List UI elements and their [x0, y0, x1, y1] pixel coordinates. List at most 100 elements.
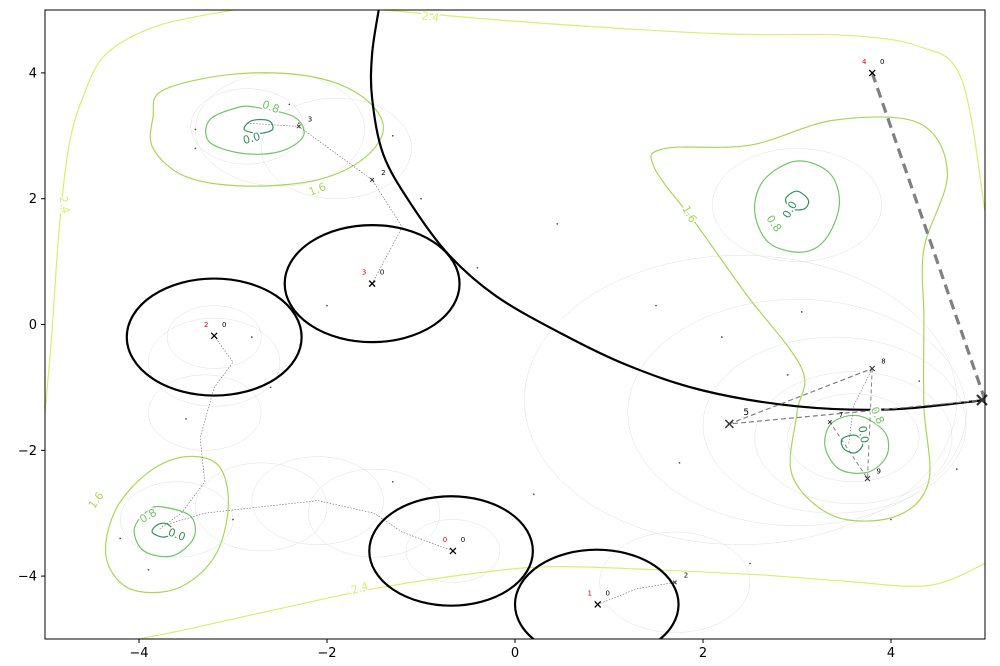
contour-line-inner	[753, 160, 841, 253]
agent-id-label: 4	[862, 58, 867, 66]
scatter-dot	[119, 537, 122, 540]
contour-label-inner: 0.8	[764, 213, 785, 235]
marker-stroke	[724, 419, 734, 429]
scatter-dot	[749, 562, 751, 565]
x-tick-label: 4	[887, 646, 895, 661]
marker-stroke	[369, 177, 375, 182]
contour-lines	[45, 10, 985, 639]
faint-circles	[119, 72, 967, 633]
marker-stroke	[864, 475, 871, 482]
dotted-path	[247, 122, 403, 284]
plot-area: 2.42.42.41.61.61.60.80.80.80.80.00.00.00…	[45, 8, 988, 639]
path-marker	[869, 365, 876, 372]
scatter-dot	[786, 373, 789, 376]
agent-count-label: 0	[880, 58, 884, 66]
contour-line-core	[151, 522, 175, 538]
scatter-dot	[326, 304, 328, 307]
contour-label-outer: 2.4	[56, 195, 72, 214]
contour-line-core	[784, 190, 810, 211]
path-marker	[724, 419, 734, 429]
path-marker-label: 7	[839, 411, 843, 419]
scatter-dots	[119, 103, 958, 571]
x-tick-label: 2	[699, 646, 707, 661]
scatter-dot	[890, 518, 892, 521]
faint-circle	[195, 462, 328, 552]
faint-circle	[251, 456, 384, 545]
axes: −4 −2 0 2 4 −4 −2 0 2 4	[18, 66, 895, 661]
marker-stroke	[869, 365, 876, 372]
marker-stroke	[296, 124, 301, 129]
agent-count-label: 0	[222, 321, 226, 329]
path-marker-label: 2	[684, 571, 688, 579]
contour-label-mid: 1.6	[86, 489, 107, 511]
faint-circle	[148, 317, 281, 407]
contour-label-core: 0.0	[166, 526, 187, 544]
scatter-dot	[269, 386, 272, 389]
path-marker	[864, 475, 871, 482]
x-tick-label: −2	[317, 646, 336, 661]
contour-label-outer: 2.4	[421, 9, 440, 24]
faint-circle	[119, 481, 234, 558]
y-tick-label: −2	[18, 444, 37, 459]
marker-stroke	[449, 547, 457, 555]
contour-label-inner: 0.8	[868, 405, 887, 426]
y-tick-label: 4	[29, 66, 37, 81]
scatter-dot	[185, 417, 187, 420]
contour-line-mid	[149, 72, 385, 187]
agent-count-label: 0	[380, 269, 384, 277]
obstacle-circle	[513, 548, 680, 639]
x-tick-label: −4	[129, 646, 148, 661]
scatter-dot	[476, 266, 479, 269]
plot-frame	[44, 9, 986, 640]
path-marker	[369, 177, 375, 182]
scatter-dot	[532, 493, 535, 496]
path-marker-label: 2	[381, 169, 385, 177]
scatter-dot	[194, 128, 197, 131]
faint-circle	[166, 305, 262, 369]
dotted-path	[848, 368, 873, 445]
boundary	[369, 10, 985, 411]
marker-stroke	[594, 600, 602, 608]
faint-circle	[190, 88, 304, 165]
path-marker-label: 9	[877, 468, 881, 476]
agent-count-label: 0	[605, 589, 609, 597]
x-tick-label: 0	[511, 646, 519, 661]
scatter-dot	[232, 518, 234, 521]
y-tick-label: 0	[29, 318, 37, 333]
dotted-path	[597, 582, 675, 605]
faint-circle	[627, 299, 967, 527]
faint-circle	[599, 531, 751, 633]
marker-stroke	[868, 69, 876, 77]
scatter-dot	[800, 311, 803, 313]
faint-circle	[754, 371, 953, 505]
scatter-dot	[655, 304, 657, 307]
contour-labels: 2.42.42.41.61.61.60.80.80.80.80.00.00.00…	[55, 8, 889, 599]
agent-marker	[368, 280, 376, 288]
contour-label-core: 0.0	[780, 199, 800, 221]
scatter-dot	[420, 197, 422, 200]
obstacles	[125, 224, 680, 639]
contour-label-core: 0.0	[855, 425, 871, 444]
dotted-path	[162, 500, 454, 552]
faint-circle	[702, 336, 967, 514]
faint-circle	[195, 72, 365, 187]
dashed-paths	[729, 72, 985, 481]
boundary-curve	[369, 10, 985, 411]
y-tick-label: −4	[18, 570, 37, 585]
agent-id-label: 1	[587, 589, 591, 597]
path-marker	[296, 124, 301, 129]
scatter-dot	[250, 336, 253, 338]
scatter-dot	[678, 461, 681, 464]
scatter-dot	[391, 480, 394, 483]
marker-stroke	[368, 280, 376, 288]
contour-label-inner: 0.8	[137, 506, 159, 526]
contour-line-mid	[104, 455, 230, 594]
agent-id-label: 0	[443, 536, 447, 544]
scatter-dot	[297, 122, 300, 125]
path-marker	[827, 419, 833, 425]
path-marker	[672, 580, 677, 585]
path-marker-label: 5	[743, 408, 749, 418]
faint-circle	[307, 468, 441, 558]
scatter-dot	[391, 134, 394, 137]
